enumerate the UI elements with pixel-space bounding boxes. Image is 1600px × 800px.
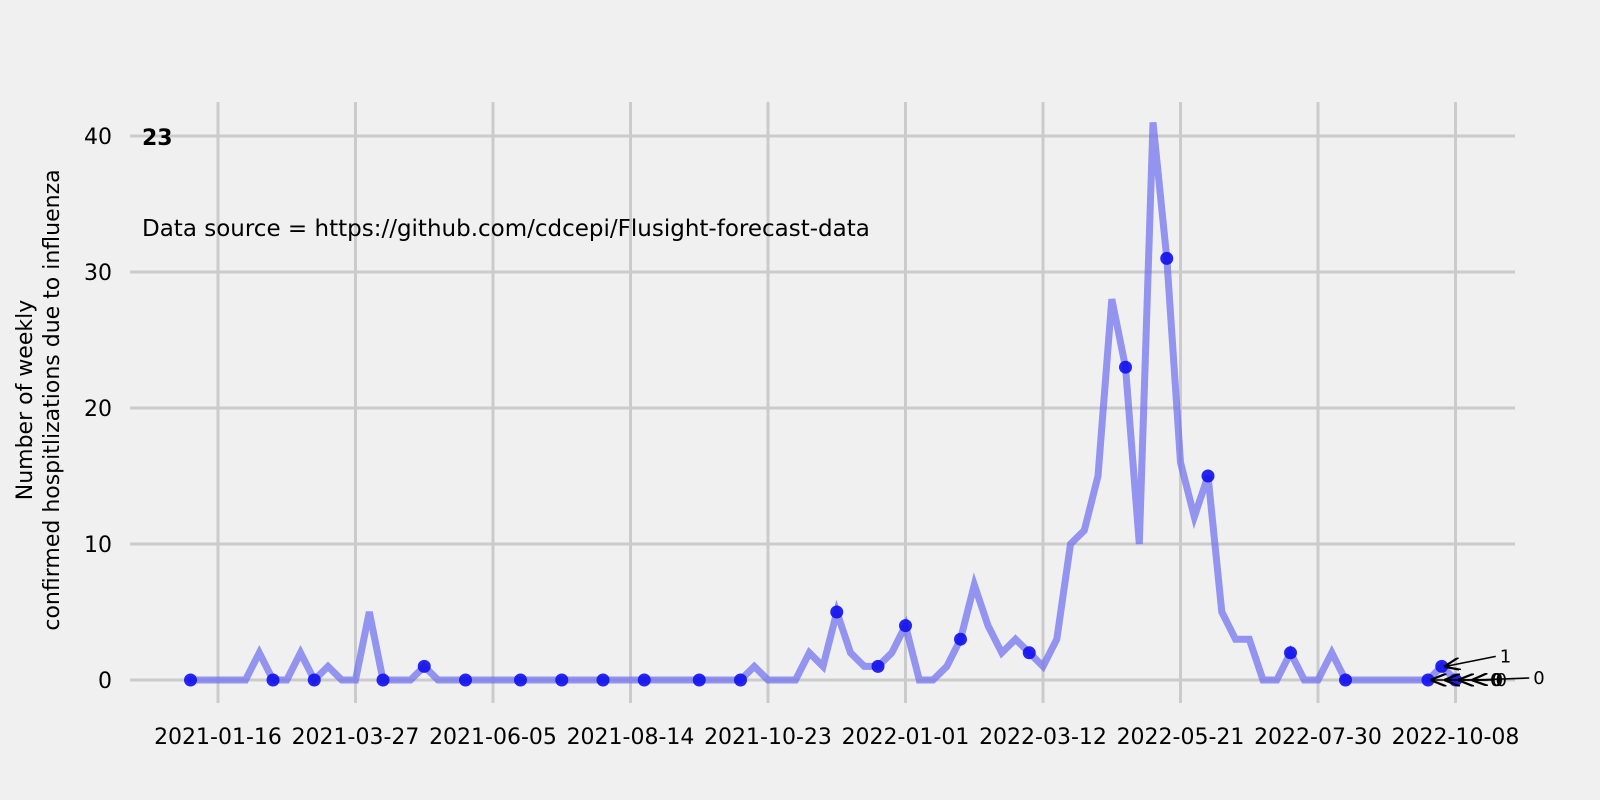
point-label: 1 <box>1500 646 1511 667</box>
data-point <box>692 673 706 687</box>
x-tick-label: 2022-03-12 <box>979 725 1107 750</box>
grid <box>130 102 1515 703</box>
label-arrow <box>1446 655 1496 666</box>
data-point <box>1119 360 1132 374</box>
data-point <box>514 673 527 687</box>
y-tick-label: 30 <box>84 261 112 286</box>
y-tick-label: 10 <box>84 533 112 558</box>
data-point <box>307 673 321 687</box>
y-tick-label: 0 <box>98 669 112 694</box>
x-tick-label: 2021-08-14 <box>567 725 695 750</box>
x-tick-label: 2021-10-23 <box>704 725 832 750</box>
data-point <box>1022 646 1036 660</box>
data-point <box>1201 469 1215 483</box>
point-label: 0 <box>1490 670 1501 691</box>
y-tick-label: 40 <box>84 125 112 150</box>
series-line <box>187 122 1459 686</box>
x-tick-label: 2021-03-27 <box>292 725 420 750</box>
data-point <box>830 605 844 619</box>
data-point <box>871 659 885 673</box>
series <box>187 122 1459 686</box>
data-point <box>1160 251 1174 265</box>
y-axis-label-line2: confirmed hospitlizations due to influen… <box>40 169 65 630</box>
label-arrow <box>1473 678 1530 680</box>
data-point <box>266 673 280 687</box>
x-tick-label: 2022-01-01 <box>842 725 970 750</box>
data-point <box>184 673 197 687</box>
data-point <box>555 673 569 687</box>
data-point <box>459 673 472 687</box>
data-point <box>637 673 651 687</box>
data-point <box>417 659 431 673</box>
x-tick-label: 2021-01-16 <box>154 725 282 750</box>
data-point <box>376 673 390 687</box>
data-point <box>1339 673 1352 687</box>
y-tick-label: 20 <box>84 397 112 422</box>
point-label: 0 <box>1496 670 1507 691</box>
data-source-annotation: Data source = https://github.com/cdcepi/… <box>142 216 870 242</box>
panel-label: 23 <box>142 126 173 151</box>
x-tick-label: 2022-10-08 <box>1392 725 1520 750</box>
x-tick-label: 2022-05-21 <box>1117 725 1245 750</box>
markers <box>184 251 1462 687</box>
data-point <box>596 673 610 687</box>
data-point <box>899 619 912 633</box>
point-label: 0 <box>1492 670 1503 691</box>
x-tick-label: 2021-06-05 <box>429 725 557 750</box>
x-tick-label: 2022-07-30 <box>1254 725 1382 750</box>
data-point <box>954 632 967 646</box>
y-axis-label-line1: Number of weekly <box>13 300 38 501</box>
data-point <box>1284 646 1297 660</box>
data-point <box>734 673 747 687</box>
point-label: 0 <box>1533 668 1544 689</box>
